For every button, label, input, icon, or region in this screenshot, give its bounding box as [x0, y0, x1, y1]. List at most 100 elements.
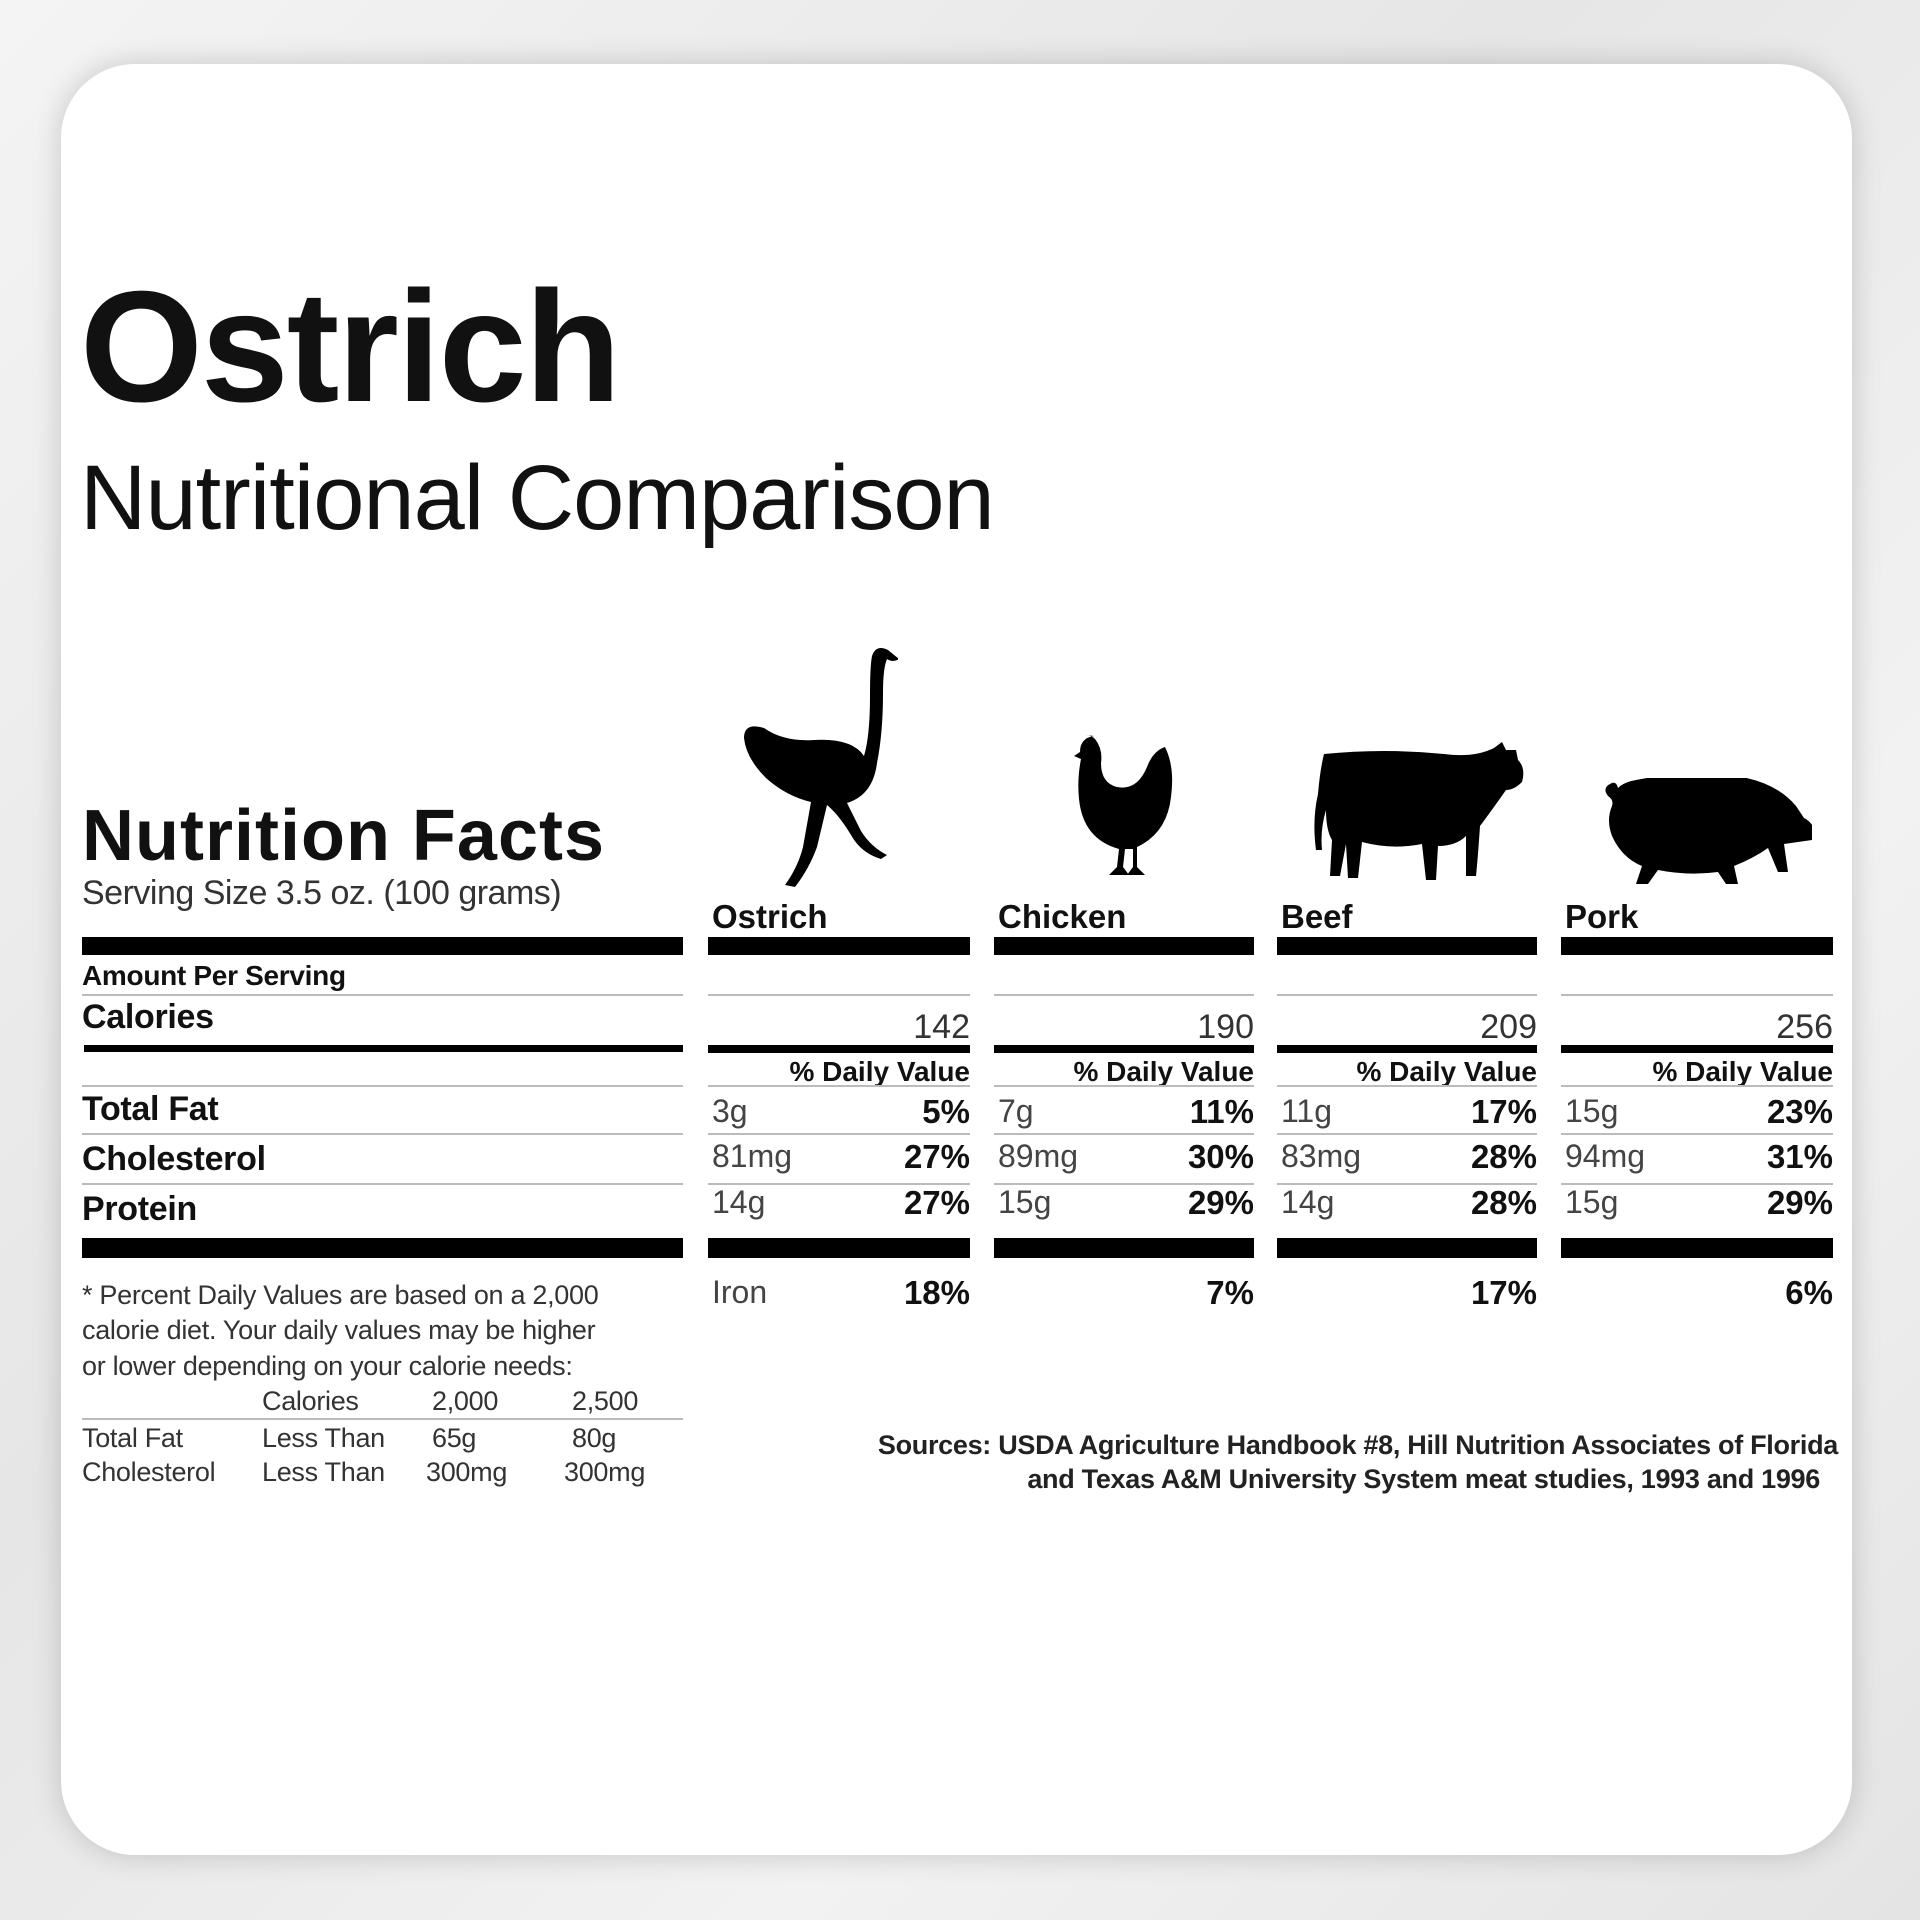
daily-value-header: % Daily Value: [1356, 1056, 1537, 1087]
divider: [1561, 1133, 1833, 1135]
fat-percent: 17%: [1470, 1093, 1537, 1130]
divider: [994, 1133, 1254, 1135]
divider: [82, 1133, 683, 1135]
dv-row-label: Total Fat: [82, 1423, 183, 1453]
divider-thick: [994, 1238, 1254, 1258]
iron-percent: 6%: [1785, 1274, 1833, 1311]
column-name: Pork: [1565, 898, 1639, 935]
divider: [1277, 1085, 1537, 1087]
column-pork: Pork 256 % Daily Value 15g 23% 94mg 31% 15g 29% 6…: [1561, 0, 1833, 1400]
serving-size: Serving Size 3.5 oz. (100 grams): [82, 874, 562, 912]
divider-thick: [708, 1238, 970, 1258]
amount-per-serving: Amount Per Serving: [82, 960, 346, 991]
dv-header-2500: 2,500: [572, 1386, 639, 1416]
divider-medium: [994, 1045, 1254, 1053]
cholesterol-amount: 81mg: [712, 1138, 793, 1174]
fat-percent: 5%: [922, 1093, 970, 1130]
divider-thick: [82, 1238, 683, 1258]
fat-amount: 15g: [1565, 1093, 1619, 1129]
row-label-cholesterol: Cholesterol: [82, 1140, 266, 1178]
iron-percent: 7%: [1206, 1274, 1254, 1311]
divider: [1561, 994, 1833, 996]
divider-medium: [84, 1045, 683, 1052]
column-chicken: Chicken 190 % Daily Value 7g 11% 89mg 30% 15g 29…: [994, 0, 1254, 1400]
divider: [994, 994, 1254, 996]
footnote-line: * Percent Daily Values are based on a 2,…: [82, 1280, 599, 1310]
calories-value: 256: [1776, 1008, 1833, 1046]
dv-row-2000: 65g: [432, 1423, 477, 1453]
protein-amount: 15g: [998, 1184, 1052, 1220]
divider: [708, 1183, 970, 1185]
cholesterol-percent: 30%: [1187, 1138, 1254, 1175]
divider: [1561, 1183, 1833, 1185]
column-name: Ostrich: [712, 898, 828, 935]
cholesterol-percent: 27%: [903, 1138, 970, 1175]
divider: [82, 1085, 683, 1087]
protein-percent: 27%: [903, 1184, 970, 1221]
pig-icon: [1605, 778, 1812, 884]
divider: [1277, 1133, 1537, 1135]
fat-percent: 11%: [1189, 1093, 1254, 1130]
cow-icon: [1314, 742, 1524, 880]
divider-thick: [1277, 1238, 1537, 1258]
divider-thick: [1561, 1238, 1833, 1258]
divider: [82, 994, 683, 996]
divider: [1277, 1183, 1537, 1185]
fat-amount: 7g: [998, 1093, 1034, 1129]
divider-thick: [1277, 937, 1537, 955]
divider-thick: [1561, 937, 1833, 955]
protein-amount: 15g: [1565, 1184, 1619, 1220]
cholesterol-percent: 28%: [1470, 1138, 1537, 1175]
column-name: Chicken: [998, 898, 1127, 935]
daily-value-header: % Daily Value: [1652, 1056, 1833, 1087]
daily-value-header: % Daily Value: [1073, 1056, 1254, 1087]
row-label-calories: Calories: [82, 998, 214, 1036]
dv-row-label: Cholesterol: [82, 1457, 216, 1487]
sources-line: Sources: USDA Agriculture Handbook #8, H…: [877, 1430, 1838, 1460]
divider: [994, 1085, 1254, 1087]
divider: [82, 1418, 683, 1420]
protein-percent: 28%: [1470, 1184, 1537, 1221]
page-subtitle: Nutritional Comparison: [80, 447, 995, 549]
column-beef: Beef 209 % Daily Value 11g 17% 83mg 28% 14g 28% 1…: [1277, 0, 1537, 1400]
page-title: Ostrich: [80, 259, 621, 435]
nutrition-facts-title: Nutrition Facts: [82, 796, 606, 876]
divider: [1561, 1085, 1833, 1087]
divider-thick: [708, 937, 970, 955]
card: [61, 64, 1852, 1855]
iron-percent: 17%: [1470, 1274, 1537, 1311]
dv-row-qualifier: Less Than: [262, 1423, 385, 1453]
dv-row-2500: 300mg: [564, 1457, 646, 1487]
divider-medium: [1277, 1045, 1537, 1053]
protein-percent: 29%: [1187, 1184, 1254, 1221]
calories-value: 190: [1197, 1008, 1254, 1046]
footnote-line: or lower depending on your calorie needs…: [82, 1351, 573, 1381]
iron-percent: 18%: [903, 1274, 970, 1311]
divider-medium: [1561, 1045, 1833, 1053]
sources-line: and Texas A&M University System meat stu…: [1027, 1464, 1820, 1494]
row-label-protein: Protein: [82, 1190, 198, 1228]
iron-label: Iron: [712, 1274, 768, 1310]
row-label-total-fat: Total Fat: [82, 1090, 219, 1128]
calories-value: 142: [913, 1008, 970, 1046]
divider: [1277, 994, 1537, 996]
divider-medium: [708, 1045, 970, 1053]
dv-row-qualifier: Less Than: [262, 1457, 385, 1487]
protein-amount: 14g: [1281, 1184, 1335, 1220]
fat-percent: 23%: [1766, 1093, 1833, 1130]
divider: [708, 1133, 970, 1135]
ostrich-icon: [744, 648, 898, 887]
footnote-line: calorie diet. Your daily values may be h…: [82, 1315, 596, 1345]
chicken-icon: [1074, 735, 1173, 875]
divider-thick: [82, 937, 683, 955]
fat-amount: 11g: [1281, 1093, 1333, 1129]
column-name: Beef: [1281, 898, 1353, 935]
fat-amount: 3g: [712, 1093, 748, 1129]
cholesterol-amount: 83mg: [1281, 1138, 1362, 1174]
dv-header-calories: Calories: [262, 1386, 359, 1416]
column-ostrich: Ostrich 142 % Daily Value 3g 5% 81mg 27% 14g 27%…: [708, 0, 970, 1400]
cholesterol-amount: 89mg: [998, 1138, 1079, 1174]
dv-row-2500: 80g: [572, 1423, 617, 1453]
protein-percent: 29%: [1766, 1184, 1833, 1221]
divider: [994, 1183, 1254, 1185]
